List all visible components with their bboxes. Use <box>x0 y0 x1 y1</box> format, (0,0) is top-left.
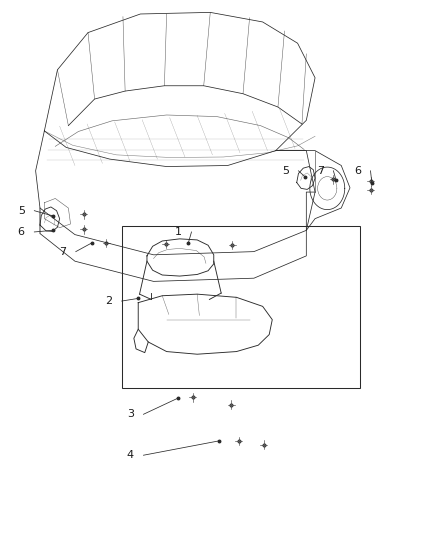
Text: 7: 7 <box>317 166 324 176</box>
Text: 1: 1 <box>175 227 182 237</box>
Text: 5: 5 <box>282 166 289 176</box>
Text: 6: 6 <box>18 227 25 237</box>
Bar <box>122 225 360 387</box>
Text: 3: 3 <box>127 409 134 419</box>
Text: 5: 5 <box>18 206 25 216</box>
Text: 4: 4 <box>127 450 134 460</box>
Text: 6: 6 <box>354 166 361 176</box>
Text: 2: 2 <box>105 296 112 306</box>
Text: 7: 7 <box>59 247 66 256</box>
